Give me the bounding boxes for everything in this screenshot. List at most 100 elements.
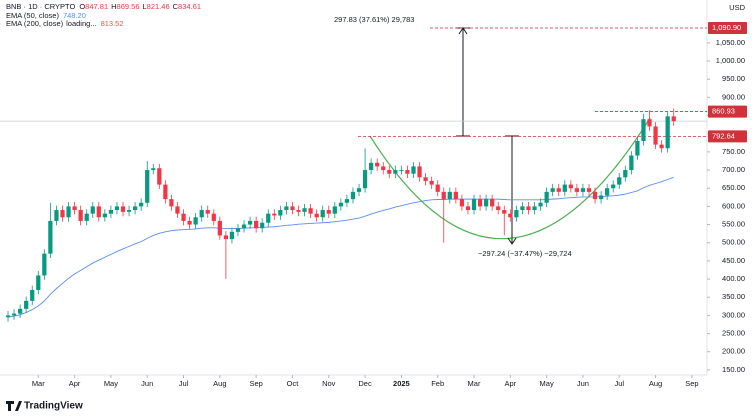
- candle-body: [356, 188, 362, 192]
- candle-body: [217, 220, 222, 236]
- candle-body: [526, 206, 531, 211]
- candle-body: [290, 206, 295, 211]
- y-tick-label: 350.00: [722, 292, 745, 301]
- candle-body: [465, 206, 471, 211]
- candle-body: [66, 206, 71, 218]
- candle-body: [145, 170, 150, 203]
- level-label: 792.64: [712, 131, 735, 140]
- candle-body: [169, 199, 174, 207]
- candle-body: [132, 206, 138, 211]
- x-tick-label: 2025: [393, 379, 410, 388]
- candle-body: [550, 188, 555, 192]
- candle-body: [84, 213, 89, 221]
- candle-body: [417, 166, 422, 178]
- candle-body: [459, 199, 465, 207]
- candle-body: [453, 191, 458, 200]
- y-tick-label: 950.00: [722, 74, 745, 83]
- measure-label: −297.24 (−37.47%) −29,724: [478, 249, 572, 258]
- y-tick-label: 400.00: [722, 274, 745, 283]
- candle-body: [254, 220, 259, 229]
- candle-body: [659, 144, 664, 149]
- candle-body: [502, 210, 507, 214]
- x-tick-label: Mar: [468, 379, 481, 388]
- candle-body: [508, 213, 513, 218]
- ohlc-value: 869.56: [117, 2, 140, 11]
- x-tick-label: Jun: [577, 379, 589, 388]
- candle-body: [393, 170, 398, 174]
- candle-body: [429, 180, 434, 185]
- candle-body: [18, 308, 23, 314]
- candle-body: [483, 199, 489, 207]
- candle-body: [405, 170, 410, 174]
- level-label: 1,090.90: [712, 23, 741, 32]
- candle-body: [617, 177, 622, 185]
- candle-body: [284, 206, 289, 211]
- ohlc-key: O: [79, 2, 85, 11]
- candle-body: [260, 222, 265, 229]
- level-label: 860.93: [712, 107, 735, 116]
- candle-body: [387, 170, 392, 174]
- x-tick-label: Apr: [504, 379, 516, 388]
- candle-body: [199, 210, 204, 218]
- candle-body: [5, 315, 11, 318]
- x-tick-label: Feb: [431, 379, 444, 388]
- measure-down: [505, 135, 519, 245]
- candle-body: [556, 188, 561, 192]
- candle-body: [665, 116, 670, 149]
- y-tick-label: 650.00: [722, 183, 745, 192]
- candle-body: [635, 140, 640, 156]
- level-tag: [708, 130, 747, 143]
- candle-body: [151, 168, 156, 171]
- candle-body: [671, 116, 676, 122]
- candle-body: [423, 177, 428, 181]
- x-tick-label: Mar: [32, 379, 45, 388]
- candle-body: [90, 206, 95, 214]
- y-tick-label: 550.00: [722, 220, 745, 229]
- candle-body: [375, 162, 380, 167]
- candle-body: [490, 199, 495, 207]
- x-tick-label: Sep: [685, 379, 698, 388]
- x-tick-label: Sep: [249, 379, 262, 388]
- candle-body: [229, 231, 235, 240]
- y-tick-label: 1,050.00: [716, 38, 745, 47]
- candle-body: [496, 206, 501, 211]
- arrow-head: [507, 237, 517, 245]
- candle-body: [308, 208, 313, 214]
- y-tick-label: 750.00: [722, 147, 745, 156]
- x-tick-label: Nov: [322, 379, 336, 388]
- y-tick-label: 1,000.00: [716, 56, 745, 65]
- symbol: BNB · 1D · CRYPTO: [6, 2, 75, 11]
- candle-body: [36, 275, 41, 290]
- candle-body: [399, 170, 404, 171]
- candle-body: [592, 191, 598, 200]
- candle-body: [48, 220, 53, 254]
- candle-body: [598, 195, 604, 200]
- brand-icon: [6, 401, 22, 411]
- candle-body: [223, 235, 229, 240]
- cup-curve: [369, 117, 651, 240]
- indicator-name: EMA (200, close): [6, 19, 64, 28]
- y-tick-label: 450.00: [722, 256, 745, 265]
- candle-body: [653, 126, 658, 145]
- candle-body: [538, 202, 543, 207]
- indicator-value: 748.20: [63, 11, 86, 20]
- candle-body: [193, 217, 198, 225]
- candle-body: [187, 220, 192, 225]
- candle-body: [157, 168, 162, 185]
- ohlc-value: 821.46: [147, 2, 170, 11]
- ohlc-value: 834.61: [178, 2, 201, 11]
- x-tick-label: May: [540, 379, 554, 388]
- candle-body: [96, 206, 101, 218]
- x-tick-label: Aug: [213, 379, 226, 388]
- y-tick-label: 300.00: [722, 310, 745, 319]
- candle-body: [580, 188, 586, 192]
- candle-body: [332, 206, 337, 214]
- candle-body: [520, 206, 525, 211]
- x-tick-label: Dec: [358, 379, 372, 388]
- measure-label: 297.83 (37.61%) 29,783: [334, 15, 414, 24]
- candle-body: [381, 166, 386, 171]
- legend: BNB · 1D · CRYPTO O847.81 H869.56 L821.46 C8…: [6, 2, 201, 11]
- candle-body: [60, 210, 65, 218]
- brand-name: TradingView: [24, 401, 83, 412]
